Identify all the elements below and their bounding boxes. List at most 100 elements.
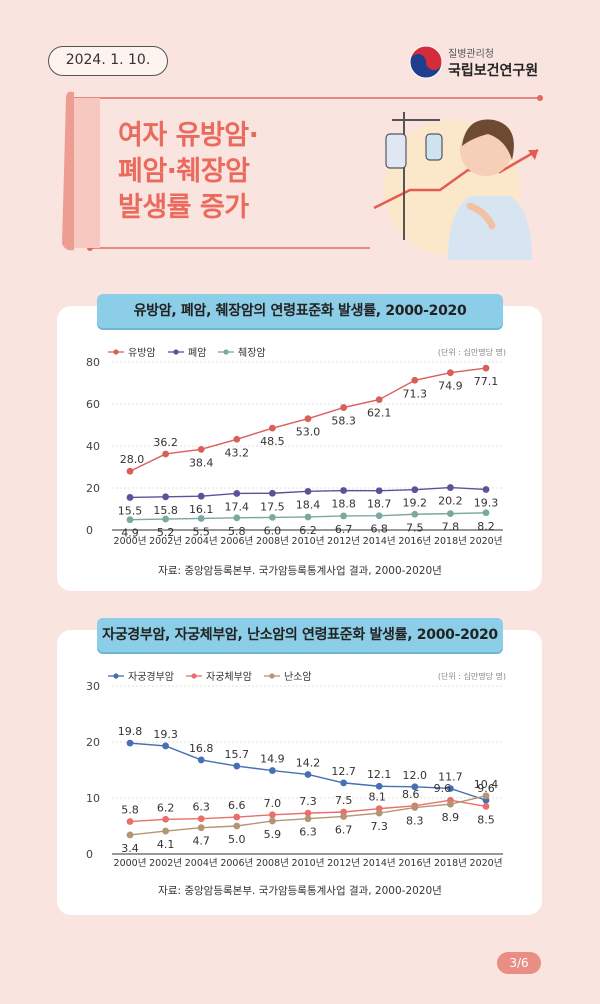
- data-label: 12.1: [367, 768, 392, 781]
- data-point: [411, 376, 419, 384]
- unit-label: (단위 : 십만명당 명): [438, 347, 506, 357]
- org-logo: 질병관리청 국립보건연구원: [408, 44, 538, 80]
- data-label: 9.6: [434, 782, 452, 795]
- data-label: 17.5: [260, 500, 285, 513]
- data-point: [269, 424, 276, 432]
- data-label: 6.3: [299, 826, 317, 839]
- data-point: [411, 804, 419, 811]
- data-point: [126, 818, 134, 825]
- data-point: [197, 492, 205, 500]
- data-point: [482, 364, 490, 372]
- data-label: 28.0: [120, 453, 145, 466]
- data-label: 15.8: [153, 504, 178, 517]
- data-point: [269, 767, 276, 774]
- legend-label: 자궁체부암: [206, 671, 252, 683]
- x-tick-label: 2012년: [327, 858, 360, 869]
- data-point: [126, 467, 134, 475]
- data-label: 6.2: [299, 524, 317, 537]
- data-label: 71.3: [403, 387, 428, 400]
- data-label: 12.0: [403, 769, 428, 782]
- data-point: [269, 514, 276, 521]
- data-label: 5.5: [192, 525, 210, 538]
- x-tick-label: 2006년: [220, 858, 253, 869]
- org-name: 국립보건연구원: [448, 62, 539, 79]
- data-label: 8.5: [477, 813, 495, 826]
- data-label: 7.5: [406, 521, 424, 534]
- data-point: [482, 486, 490, 493]
- data-label: 11.7: [438, 770, 463, 783]
- x-tick-label: 2012년: [327, 536, 360, 547]
- data-label: 16.1: [189, 503, 214, 516]
- taegeuk-icon: [409, 45, 443, 79]
- data-point: [197, 815, 205, 823]
- woman-illustration: [373, 112, 539, 260]
- x-tick-label: 2016년: [398, 858, 431, 869]
- chart-2-title: 자궁경부암, 자궁체부암, 난소암의 연령표준화 발생률, 2000-2020: [97, 618, 503, 652]
- data-point: [197, 515, 205, 522]
- data-point: [126, 739, 134, 747]
- data-point: [233, 514, 241, 522]
- data-point: [482, 803, 490, 810]
- legend-marker: [113, 349, 119, 355]
- date-badge: 2024. 1. 10.: [48, 46, 168, 76]
- data-point: [304, 815, 312, 823]
- data-point: [482, 509, 490, 517]
- data-point: [233, 490, 241, 497]
- data-label: 18.7: [367, 498, 392, 511]
- data-label: 5.0: [228, 833, 246, 846]
- y-tick-label: 80: [86, 356, 100, 369]
- chart-1-title: 유방암, 폐암, 췌장암의 연령표준화 발생률, 2000-2020: [97, 294, 503, 328]
- data-label: 7.0: [264, 797, 282, 810]
- legend-marker: [191, 673, 197, 679]
- data-label: 8.3: [406, 815, 424, 828]
- data-point: [411, 486, 419, 494]
- data-label: 17.4: [225, 500, 250, 513]
- x-tick-label: 2014년: [363, 536, 396, 547]
- data-point: [447, 785, 454, 792]
- data-label: 12.7: [331, 765, 356, 778]
- data-label: 77.1: [474, 375, 499, 388]
- data-label: 5.2: [157, 526, 175, 539]
- data-label: 8.6: [402, 788, 420, 801]
- data-point: [197, 824, 205, 832]
- data-label: 7.5: [335, 794, 353, 807]
- data-label: 7.3: [370, 820, 388, 833]
- data-point: [375, 782, 383, 790]
- x-tick-label: 2000년: [114, 536, 147, 547]
- data-point: [233, 435, 241, 443]
- data-label: 6.2: [157, 801, 175, 814]
- data-point: [375, 396, 383, 403]
- y-tick-label: 20: [86, 736, 100, 749]
- data-label: 9.6: [477, 782, 495, 795]
- x-tick-label: 2006년: [220, 536, 253, 547]
- x-tick-label: 2020년: [470, 858, 503, 869]
- data-point: [375, 809, 383, 817]
- data-point: [126, 494, 134, 501]
- data-label: 10.4: [474, 778, 499, 791]
- data-label: 38.4: [189, 456, 214, 469]
- data-point: [162, 742, 170, 750]
- data-point: [447, 800, 454, 808]
- data-point: [340, 779, 347, 787]
- x-tick-label: 2008년: [256, 536, 289, 547]
- data-label: 8.1: [368, 791, 386, 804]
- x-tick-label: 2008년: [256, 858, 289, 869]
- x-tick-label: 2018년: [434, 858, 467, 869]
- page-title: 여자 유방암· 폐암·췌장암 발생률 증가: [118, 120, 259, 223]
- chart-card-1: [57, 306, 542, 591]
- x-tick-label: 2014년: [363, 858, 396, 869]
- legend-marker: [269, 673, 275, 679]
- data-point: [304, 487, 312, 495]
- data-label: 48.5: [260, 435, 285, 448]
- data-point: [233, 762, 241, 770]
- data-point: [304, 513, 312, 521]
- data-label: 18.8: [331, 498, 356, 511]
- data-point: [233, 822, 241, 830]
- data-point: [162, 493, 170, 501]
- data-label: 14.9: [260, 753, 285, 766]
- data-label: 62.1: [367, 407, 392, 420]
- data-label: 6.8: [370, 523, 388, 536]
- data-point: [411, 510, 419, 518]
- data-point: [375, 512, 383, 520]
- data-label: 5.8: [228, 525, 246, 538]
